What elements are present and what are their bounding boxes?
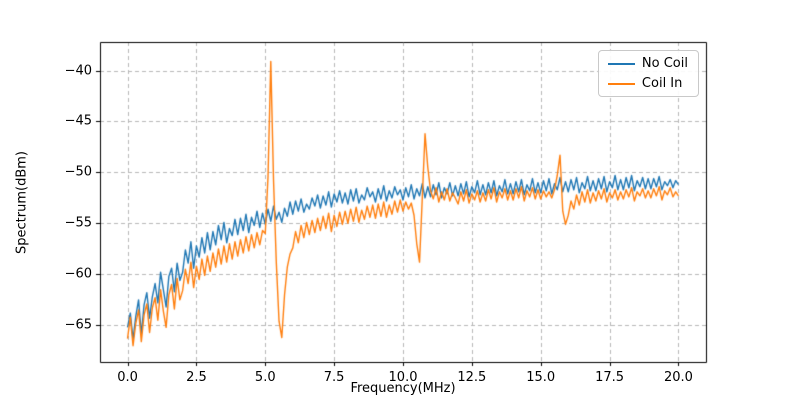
- x-tick-label: 5.0: [254, 370, 276, 385]
- y-axis-label: Spectrum(dBm): [14, 151, 30, 254]
- legend-entry-coil-in: Coil In: [607, 76, 688, 91]
- y-tick-label: −55: [64, 215, 92, 231]
- y-tick-label: −45: [64, 113, 92, 129]
- y-tick-label: −60: [64, 266, 92, 282]
- x-tick-label: 10.0: [388, 370, 418, 385]
- x-tick-label: 17.5: [595, 370, 625, 385]
- x-tick-label: 12.5: [457, 370, 487, 385]
- x-axis-label: Frequency(MHz): [350, 381, 456, 396]
- legend-entry-no-coil: No Coil: [607, 56, 688, 71]
- x-tick-label: 0.0: [117, 370, 138, 385]
- x-tick-label: 15.0: [526, 370, 556, 385]
- x-tick-label: 2.5: [186, 370, 207, 385]
- legend-label-no-coil: No Coil: [641, 56, 688, 71]
- legend-label-coil-in: Coil In: [641, 76, 683, 91]
- y-tick-label: −65: [64, 317, 92, 333]
- x-tick-label: 7.5: [323, 370, 345, 385]
- legend: No Coil Coil In: [597, 50, 699, 97]
- legend-line-no-coil-icon: [607, 62, 635, 65]
- legend-line-coil-in-icon: [607, 82, 635, 85]
- y-tick-label: −50: [64, 164, 92, 180]
- x-tick-label: 20.0: [663, 370, 693, 385]
- y-tick-label: −40: [64, 63, 92, 79]
